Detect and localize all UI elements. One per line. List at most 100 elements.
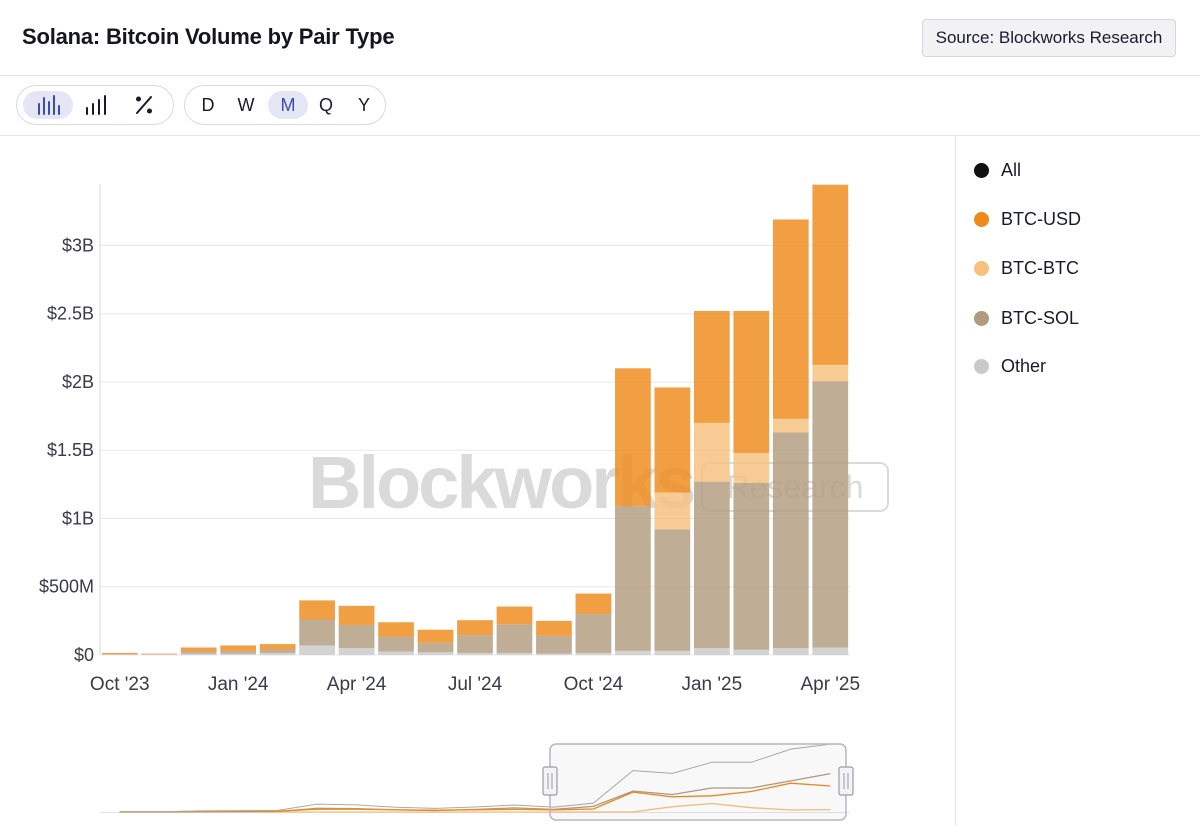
bar-other-7[interactable] [378, 651, 414, 655]
bar-btc-btc-14[interactable] [654, 492, 691, 530]
bar-chart-button[interactable] [23, 91, 73, 119]
handle-grip [542, 766, 558, 796]
bar-other-10[interactable] [496, 652, 533, 655]
legend: All BTC-USD BTC-BTC BTC-SOL Other [955, 136, 1200, 826]
navigator-left-handle[interactable] [542, 766, 558, 796]
bar-btc-sol-16[interactable] [733, 482, 770, 650]
x-tick-label: Oct '24 [564, 674, 624, 695]
bar-btc-usd-1[interactable] [141, 653, 178, 655]
legend-item-all[interactable]: All [974, 158, 1021, 182]
bar-btc-usd-3[interactable] [220, 645, 257, 651]
bar-btc-sol-18[interactable] [812, 381, 849, 648]
y-tick-label: $2.5B [47, 304, 94, 324]
bar-btc-usd-2[interactable] [180, 647, 217, 652]
bar-btc-usd-12[interactable] [575, 593, 612, 615]
bar-btc-usd-14[interactable] [654, 387, 691, 493]
bar-btc-usd-15[interactable] [693, 310, 730, 423]
navigator-line-btc-usd [119, 782, 831, 813]
bar-btc-sol-7[interactable] [378, 636, 414, 652]
bar-btc-sol-10[interactable] [496, 624, 533, 653]
interval-y-button[interactable]: Y [357, 94, 370, 115]
bar-other-17[interactable] [772, 648, 809, 655]
legend-item-btc-usd[interactable]: BTC-USD [974, 207, 1081, 231]
navigator-selection[interactable] [549, 743, 847, 821]
y-tick-label: $3B [62, 235, 94, 255]
bar-btc-usd-18[interactable] [812, 184, 849, 365]
bar-other-14[interactable] [654, 650, 691, 655]
bar-btc-sol-13[interactable] [615, 506, 651, 651]
bar-other-6[interactable] [338, 648, 375, 655]
bar-other-12[interactable] [575, 652, 612, 655]
bar-btc-btc-15[interactable] [693, 422, 730, 482]
bar-other-18[interactable] [812, 647, 849, 655]
line-chart-button[interactable] [73, 91, 119, 119]
interval-q-button[interactable]: Q [318, 94, 333, 115]
legend-dot-other [974, 358, 989, 374]
bar-btc-usd-4[interactable] [259, 644, 296, 650]
bar-other-3[interactable] [220, 653, 257, 655]
percent-icon [136, 96, 152, 114]
bar-btc-sol-17[interactable] [772, 432, 809, 649]
navigator-right-handle[interactable] [838, 766, 854, 796]
interval-d-button[interactable]: D [201, 94, 215, 115]
bar-btc-sol-5[interactable] [299, 619, 335, 646]
bar-other-1[interactable] [141, 654, 178, 655]
bar-btc-usd-10[interactable] [496, 606, 533, 625]
bar-btc-sol-2[interactable] [180, 651, 217, 654]
y-tick-label: $0 [74, 645, 94, 665]
bar-btc-usd-17[interactable] [772, 219, 809, 419]
x-tick-label: Jan '25 [681, 674, 742, 695]
legend-dot-btc-sol [974, 310, 989, 326]
bar-btc-sol-4[interactable] [259, 649, 296, 653]
source-button[interactable]: Source: Blockworks Research [922, 19, 1176, 57]
bar-btc-usd-8[interactable] [417, 629, 454, 643]
bar-other-8[interactable] [417, 652, 454, 655]
y-tick-label: $2B [62, 372, 94, 392]
bar-btc-usd-6[interactable] [338, 605, 375, 625]
bar-other-16[interactable] [733, 649, 770, 655]
bar-btc-sol-3[interactable] [220, 650, 257, 654]
range-navigator[interactable] [0, 736, 955, 826]
bar-other-5[interactable] [299, 645, 335, 655]
bar-btc-usd-9[interactable] [457, 620, 493, 636]
bar-chart-icon [38, 95, 60, 115]
bar-btc-sol-15[interactable] [693, 481, 730, 649]
navigator-line-all [119, 743, 831, 813]
chart-title: Solana: Bitcoin Volume by Pair Type [22, 24, 395, 49]
percent-button[interactable] [121, 91, 167, 119]
bar-btc-btc-17[interactable] [772, 418, 809, 433]
legend-dot-btc-btc [974, 260, 989, 276]
bar-other-11[interactable] [536, 653, 572, 655]
legend-item-other[interactable]: Other [974, 354, 1046, 378]
x-tick-label: Apr '24 [327, 674, 387, 695]
bar-btc-usd-16[interactable] [733, 310, 770, 453]
chart-toolbar: D W M Q Y [0, 76, 1200, 136]
bar-btc-sol-9[interactable] [457, 635, 493, 653]
bar-other-4[interactable] [259, 652, 296, 655]
bar-btc-sol-14[interactable] [654, 529, 691, 651]
bar-other-13[interactable] [615, 650, 651, 655]
bar-btc-usd-5[interactable] [299, 600, 335, 620]
legend-dot-all [974, 162, 989, 178]
bar-btc-usd-11[interactable] [536, 620, 572, 636]
bar-btc-sol-11[interactable] [536, 635, 572, 654]
bar-btc-sol-8[interactable] [417, 642, 454, 653]
bar-btc-sol-12[interactable] [575, 614, 612, 653]
bar-btc-sol-6[interactable] [338, 624, 375, 649]
bar-other-9[interactable] [457, 652, 493, 655]
bar-btc-btc-16[interactable] [733, 452, 770, 483]
legend-item-btc-btc[interactable]: BTC-BTC [974, 256, 1079, 280]
bar-btc-usd-13[interactable] [615, 368, 651, 507]
legend-label: Other [1001, 355, 1047, 376]
interval-m-button[interactable]: M [268, 91, 308, 119]
bar-btc-btc-18[interactable] [812, 364, 849, 382]
interval-w-button[interactable]: W [237, 94, 255, 115]
x-tick-label: Jul '24 [448, 674, 503, 695]
bar-btc-usd-7[interactable] [378, 622, 414, 637]
legend-item-btc-sol[interactable]: BTC-SOL [974, 306, 1079, 330]
bar-other-0[interactable] [101, 654, 138, 655]
bar-btc-usd-0[interactable] [101, 652, 138, 655]
chart-header: Solana: Bitcoin Volume by Pair Type Sour… [0, 0, 1200, 76]
bar-other-15[interactable] [693, 648, 730, 655]
bar-other-2[interactable] [180, 653, 217, 655]
